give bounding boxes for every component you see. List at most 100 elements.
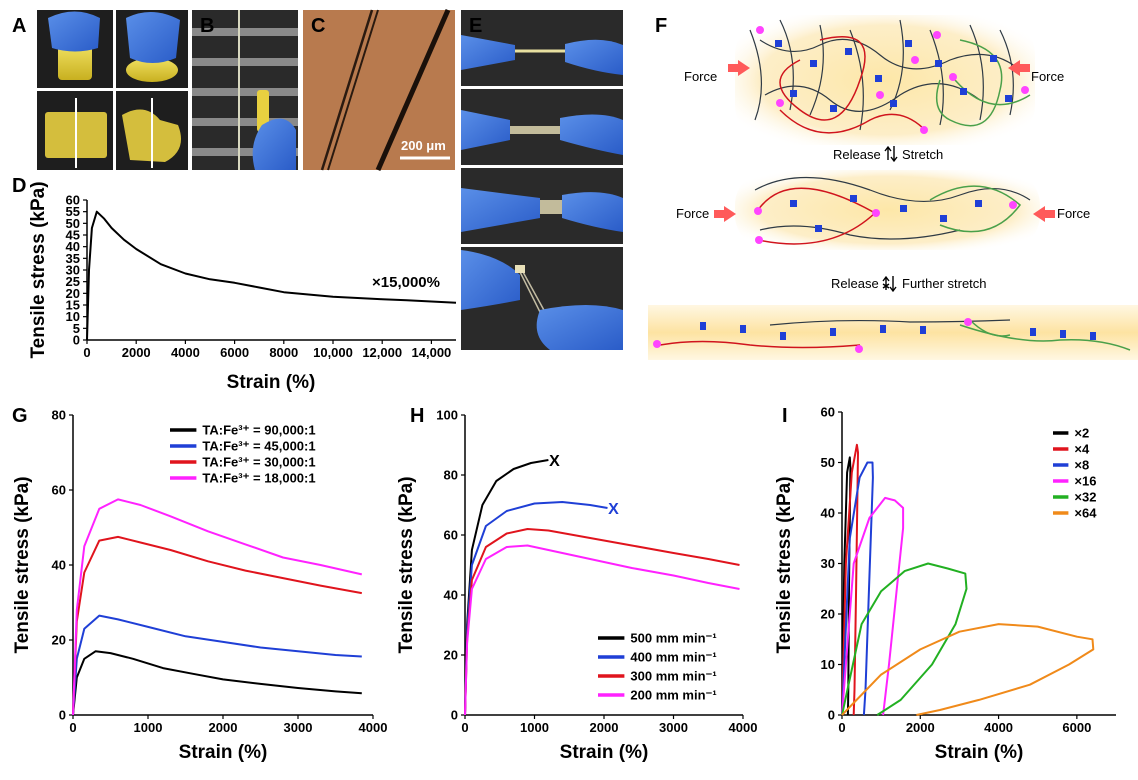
blocked-arrow-icon	[882, 275, 897, 293]
legend-label: ×2	[1074, 426, 1089, 441]
series-line	[841, 496, 905, 716]
y-tick-label: 35	[66, 251, 80, 266]
x-tick-label: 2000	[209, 720, 238, 735]
series-line	[464, 501, 608, 716]
panel-letter-a: A	[12, 15, 26, 37]
y-tick-label: 15	[66, 298, 80, 313]
x-tick-label: 14,000	[412, 345, 452, 360]
y-axis-label: Tensile stress (kPa)	[28, 181, 49, 358]
legend-label: TA:Fe³⁺ = 30,000:1	[202, 455, 315, 470]
legend-label: 200 mm min⁻¹	[630, 688, 716, 703]
y-tick-label: 100	[436, 408, 458, 423]
panel-letter-e: E	[469, 15, 482, 37]
y-tick-label: 20	[821, 607, 835, 622]
legend-label: ×4	[1074, 442, 1090, 457]
up-down-arrow-icon	[884, 145, 898, 163]
x-tick-label: 0	[838, 720, 845, 735]
y-tick-label: 0	[73, 333, 80, 348]
y-tick-label: 40	[52, 558, 66, 573]
y-tick-label: 50	[821, 455, 835, 470]
panel-e-photos	[461, 10, 623, 350]
force-label-2: Force	[1031, 69, 1064, 84]
y-tick-label: 30	[821, 556, 835, 571]
series-line	[841, 562, 968, 716]
panel-letter-i: I	[782, 405, 788, 427]
y-tick-label: 50	[66, 216, 80, 231]
series-line	[464, 544, 740, 716]
y-axis-label: Tensile stress (kPa)	[396, 476, 417, 653]
chart-h-tensile: 0 1000 2000 3000 4000 0 20 40 60 80 100 Strain (%) T…	[396, 408, 757, 764]
y-tick-label: 80	[444, 468, 458, 483]
chart-annotation: ×15,000%	[372, 274, 440, 291]
y-tick-label: 0	[828, 708, 835, 723]
panel-letter-d: D	[12, 175, 26, 197]
legend-label: TA:Fe³⁺ = 45,000:1	[202, 439, 315, 454]
x-tick-label: 2000	[906, 720, 935, 735]
release-label-2: Release	[831, 276, 879, 291]
y-tick-label: 40	[444, 588, 458, 603]
y-tick-label: 40	[66, 239, 80, 254]
series-line	[841, 443, 859, 716]
series-line	[72, 535, 362, 716]
chart-g-tensile: 0 1000 2000 3000 4000 0 20 40 60 80 Strain (%) Tens…	[12, 408, 387, 764]
panel-a-photos	[37, 10, 188, 170]
legend-label: ×32	[1074, 490, 1096, 505]
series-line	[72, 614, 362, 716]
x-tick-label: 3000	[284, 720, 313, 735]
y-tick-label: 20	[52, 633, 66, 648]
force-label-1: Force	[684, 69, 717, 84]
x-tick-label: 8000	[269, 345, 298, 360]
panel-letter-b: B	[200, 15, 214, 37]
release-label-1: Release	[833, 147, 881, 162]
y-axis-label: Tensile stress (kPa)	[12, 476, 33, 653]
legend-label: 300 mm min⁻¹	[630, 669, 716, 684]
y-tick-label: 60	[66, 193, 80, 208]
series-line	[86, 210, 457, 341]
panel-c-microscopy: 200 μm	[303, 8, 455, 172]
y-tick-label: 40	[821, 506, 835, 521]
panel-letter-g: G	[12, 405, 28, 427]
chart-i-tensile: 0 2000 4000 6000 0 10 20 30 40 50 60 Strain (%) Tens…	[774, 405, 1116, 763]
x-tick-label: 10,000	[313, 345, 353, 360]
y-tick-label: 20	[444, 648, 458, 663]
x-tick-label: 4000	[171, 345, 200, 360]
x-tick-label: 4000	[729, 720, 758, 735]
x-tick-label: 6000	[1062, 720, 1091, 735]
legend-label: ×16	[1074, 474, 1096, 489]
x-tick-label: 2000	[122, 345, 151, 360]
x-axis-label: Strain (%)	[227, 372, 316, 393]
series-line	[841, 623, 1095, 716]
y-tick-label: 5	[73, 321, 80, 336]
break-marker: X	[549, 453, 560, 470]
y-tick-label: 10	[66, 309, 80, 324]
y-axis-label: Tensile stress (kPa)	[774, 476, 795, 653]
x-axis-label: Strain (%)	[935, 742, 1024, 763]
x-axis-label: Strain (%)	[179, 742, 268, 763]
y-tick-label: 60	[821, 405, 835, 420]
y-tick-label: 0	[59, 708, 66, 723]
legend-label: ×64	[1074, 506, 1097, 521]
y-tick-label: 30	[66, 263, 80, 278]
x-tick-label: 12,000	[362, 345, 402, 360]
x-axis-label: Strain (%)	[560, 742, 649, 763]
legend-label: 400 mm min⁻¹	[630, 650, 716, 665]
force-arrow-icon	[714, 60, 1055, 222]
panel-f-schematic: Force Force Force Force Release Stretch …	[648, 15, 1138, 360]
panel-letter-h: H	[410, 405, 424, 427]
legend-label: ×8	[1074, 458, 1089, 473]
x-tick-label: 3000	[659, 720, 688, 735]
force-label-3: Force	[676, 206, 709, 221]
scale-bar-label: 200 μm	[401, 138, 446, 153]
y-tick-label: 60	[444, 528, 458, 543]
y-tick-label: 20	[66, 286, 80, 301]
further-stretch-label: Further stretch	[902, 276, 987, 291]
y-tick-label: 80	[52, 408, 66, 423]
x-tick-label: 2000	[590, 720, 619, 735]
series-line	[72, 650, 362, 716]
legend-label: TA:Fe³⁺ = 90,000:1	[202, 423, 315, 438]
legend-label: 500 mm min⁻¹	[630, 631, 716, 646]
x-tick-label: 1000	[520, 720, 549, 735]
panel-b-photo	[192, 10, 298, 170]
panel-letter-f: F	[655, 15, 667, 37]
